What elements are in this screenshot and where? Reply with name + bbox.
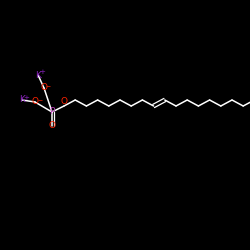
Text: O: O [60, 98, 68, 106]
Text: O: O [40, 84, 48, 92]
Text: O: O [32, 98, 38, 106]
Text: +: + [24, 94, 30, 100]
Text: O: O [48, 122, 56, 130]
Text: K: K [19, 96, 25, 104]
Text: −: − [37, 97, 42, 102]
Text: +: + [40, 70, 46, 75]
Text: K: K [35, 70, 41, 80]
Text: −: − [46, 83, 51, 88]
Text: P: P [49, 108, 55, 116]
